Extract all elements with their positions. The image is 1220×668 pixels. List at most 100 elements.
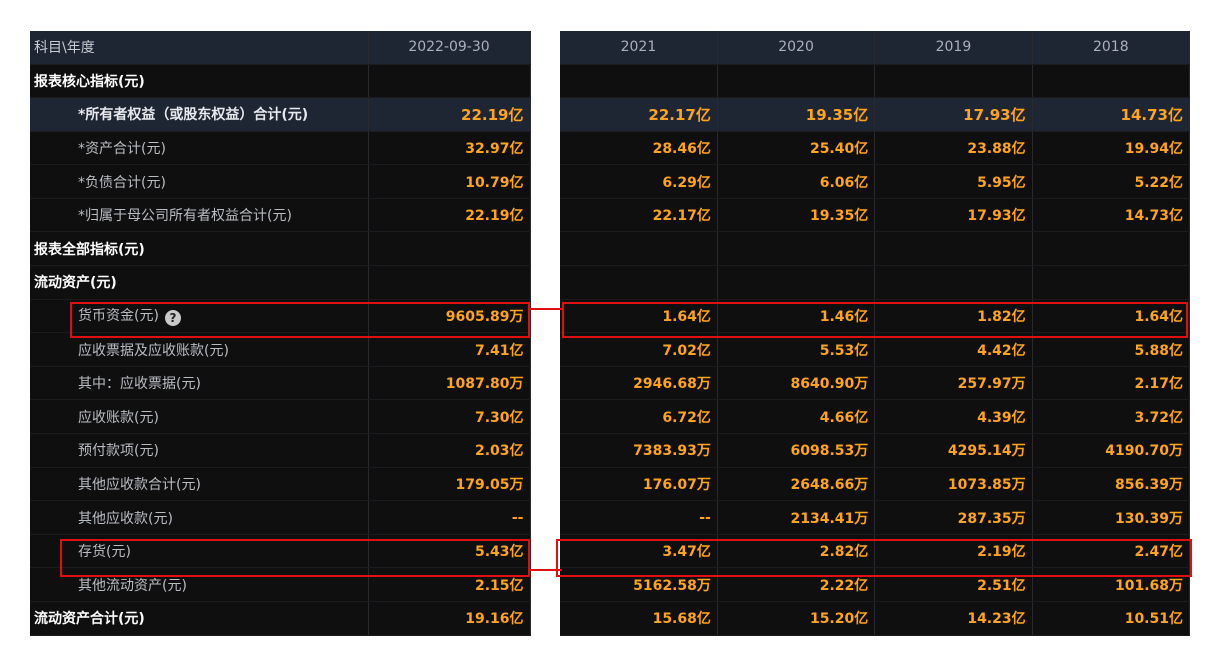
value-cell: 19.35亿 bbox=[717, 198, 876, 233]
table-row[interactable]: *资产合计(元) 32.97亿 bbox=[30, 131, 531, 166]
table-row[interactable]: 28.46亿 25.40亿 23.88亿 19.94亿 bbox=[560, 131, 1191, 166]
value-cell: 287.35万 bbox=[874, 500, 1033, 535]
table-row[interactable]: 7.02亿 5.53亿 4.42亿 5.88亿 bbox=[560, 332, 1191, 367]
row-label: 其他应收款合计(元) bbox=[30, 467, 369, 502]
header-year-2018[interactable]: 2018 bbox=[1032, 31, 1191, 65]
table-row[interactable]: 2946.68万 8640.90万 257.97万 2.17亿 bbox=[560, 366, 1191, 401]
value-cell: 257.97万 bbox=[874, 366, 1033, 401]
table-row[interactable]: 报表核心指标(元) bbox=[30, 64, 531, 99]
table-row[interactable]: 6.29亿 6.06亿 5.95亿 5.22亿 bbox=[560, 164, 1191, 199]
value-cell: 6.06亿 bbox=[717, 164, 876, 199]
row-label: *所有者权益（或股东权益）合计(元) bbox=[30, 97, 369, 132]
table-row[interactable]: 货币资金(元)? 9605.89万 bbox=[30, 299, 531, 334]
row-label-text: 报表核心指标(元) bbox=[34, 73, 145, 90]
value-cell bbox=[1032, 231, 1191, 267]
row-label-text: 其他应收款(元) bbox=[78, 510, 173, 527]
value-cell: 15.20亿 bbox=[717, 601, 876, 636]
value-cell: 1.64亿 bbox=[560, 299, 718, 334]
financial-table-right: 2021 2020 2019 2018 22.17亿 19.35亿 17.93亿 14… bbox=[560, 31, 1191, 636]
value-cell: 28.46亿 bbox=[560, 131, 718, 166]
row-label: *归属于母公司所有者权益合计(元) bbox=[30, 198, 369, 233]
value-cell: -- bbox=[560, 500, 718, 535]
value-cell bbox=[560, 64, 718, 99]
value-cell: 14.73亿 bbox=[1032, 97, 1191, 132]
value-cell bbox=[368, 231, 531, 267]
table-row[interactable]: *归属于母公司所有者权益合计(元) 22.19亿 bbox=[30, 198, 531, 233]
table-row[interactable]: 22.17亿 19.35亿 17.93亿 14.73亿 bbox=[560, 97, 1191, 132]
value-cell: 25.40亿 bbox=[717, 131, 876, 166]
value-cell: -- bbox=[368, 500, 531, 535]
table-row[interactable]: 其中：应收票据(元) 1087.80万 bbox=[30, 366, 531, 401]
value-cell: 5162.58万 bbox=[560, 567, 718, 602]
table-row[interactable] bbox=[560, 64, 1191, 99]
value-cell: 17.93亿 bbox=[874, 198, 1033, 233]
row-label: 预付款项(元) bbox=[30, 433, 369, 468]
table-row[interactable]: 15.68亿 15.20亿 14.23亿 10.51亿 bbox=[560, 601, 1191, 636]
value-cell: 17.93亿 bbox=[874, 97, 1033, 132]
value-cell: 10.51亿 bbox=[1032, 601, 1191, 636]
table-row[interactable]: 其他应收款合计(元) 179.05万 bbox=[30, 467, 531, 502]
value-cell: 4295.14万 bbox=[874, 433, 1033, 468]
table-row[interactable]: 报表全部指标(元) bbox=[30, 231, 531, 267]
table-row[interactable]: 其他流动资产(元) 2.15亿 bbox=[30, 567, 531, 602]
value-cell: 5.88亿 bbox=[1032, 332, 1191, 367]
row-label-text: 其他应收款合计(元) bbox=[78, 476, 201, 493]
table-row[interactable]: 6.72亿 4.66亿 4.39亿 3.72亿 bbox=[560, 399, 1191, 435]
value-cell bbox=[717, 265, 876, 300]
table-row[interactable]: *负债合计(元) 10.79亿 bbox=[30, 164, 531, 199]
value-cell: 32.97亿 bbox=[368, 131, 531, 166]
table-row[interactable]: 22.17亿 19.35亿 17.93亿 14.73亿 bbox=[560, 198, 1191, 233]
table-row[interactable]: 流动资产合计(元) 19.16亿 bbox=[30, 601, 531, 636]
row-label-text: 流动资产(元) bbox=[34, 275, 117, 292]
table-row[interactable]: 176.07万 2648.66万 1073.85万 856.39万 bbox=[560, 467, 1191, 502]
row-label-text: *归属于母公司所有者权益合计(元) bbox=[78, 208, 292, 225]
table-row[interactable] bbox=[560, 231, 1191, 267]
table-row[interactable]: 应收账款(元) 7.30亿 bbox=[30, 399, 531, 435]
header-period-2022-09-30[interactable]: 2022-09-30 bbox=[368, 31, 531, 65]
value-cell: 22.17亿 bbox=[560, 198, 718, 233]
table-row[interactable]: -- 2134.41万 287.35万 130.39万 bbox=[560, 500, 1191, 535]
table-row[interactable]: 预付款项(元) 2.03亿 bbox=[30, 433, 531, 468]
row-label-text: 货币资金(元) bbox=[78, 308, 159, 325]
value-cell: 101.68万 bbox=[1032, 567, 1191, 602]
highlight-box-inventory-left bbox=[60, 539, 530, 577]
left-header-row: 科目\年度 2022-09-30 bbox=[30, 31, 531, 65]
value-cell: 6.72亿 bbox=[560, 399, 718, 435]
value-cell: 7.41亿 bbox=[368, 332, 531, 367]
value-cell: 6098.53万 bbox=[717, 433, 876, 468]
value-cell: 19.94亿 bbox=[1032, 131, 1191, 166]
value-cell: 2.51亿 bbox=[874, 567, 1033, 602]
help-icon[interactable]: ? bbox=[164, 310, 181, 327]
header-year-2020[interactable]: 2020 bbox=[717, 31, 876, 65]
header-year-2021[interactable]: 2021 bbox=[560, 31, 718, 65]
value-cell: 22.19亿 bbox=[368, 97, 531, 132]
row-label: 报表全部指标(元) bbox=[30, 231, 369, 267]
row-label-text: 应收账款(元) bbox=[78, 409, 159, 426]
row-label-text: 报表全部指标(元) bbox=[34, 241, 145, 258]
highlight-connector-inventory bbox=[528, 569, 562, 571]
value-cell: 7.30亿 bbox=[368, 399, 531, 435]
row-label-text: *所有者权益（或股东权益）合计(元) bbox=[78, 107, 309, 124]
table-row[interactable]: 其他应收款(元) -- bbox=[30, 500, 531, 535]
highlight-connector-cash bbox=[528, 308, 562, 310]
value-cell bbox=[874, 265, 1033, 300]
table-row[interactable]: 流动资产(元) bbox=[30, 265, 531, 300]
table-row[interactable] bbox=[560, 265, 1191, 300]
value-cell: 5.22亿 bbox=[1032, 164, 1191, 199]
value-cell: 15.68亿 bbox=[560, 601, 718, 636]
table-row[interactable]: 7383.93万 6098.53万 4295.14万 4190.70万 bbox=[560, 433, 1191, 468]
value-cell: 8640.90万 bbox=[717, 366, 876, 401]
row-label-text: 预付款项(元) bbox=[78, 443, 159, 460]
highlight-box-cash-right bbox=[562, 302, 1188, 338]
value-cell bbox=[1032, 64, 1191, 99]
table-row[interactable]: 5162.58万 2.22亿 2.51亿 101.68万 bbox=[560, 567, 1191, 602]
table-row[interactable]: 1.64亿 1.46亿 1.82亿 1.64亿 bbox=[560, 299, 1191, 334]
value-cell: 2648.66万 bbox=[717, 467, 876, 502]
row-label-text: 流动资产合计(元) bbox=[34, 611, 145, 628]
header-year-2019[interactable]: 2019 bbox=[874, 31, 1033, 65]
row-label-text: 存货(元) bbox=[78, 544, 131, 561]
value-cell: 22.19亿 bbox=[368, 198, 531, 233]
table-row[interactable]: *所有者权益（或股东权益）合计(元) 22.19亿 bbox=[30, 97, 531, 132]
value-cell: 2946.68万 bbox=[560, 366, 718, 401]
table-row[interactable]: 应收票据及应收账款(元) 7.41亿 bbox=[30, 332, 531, 367]
